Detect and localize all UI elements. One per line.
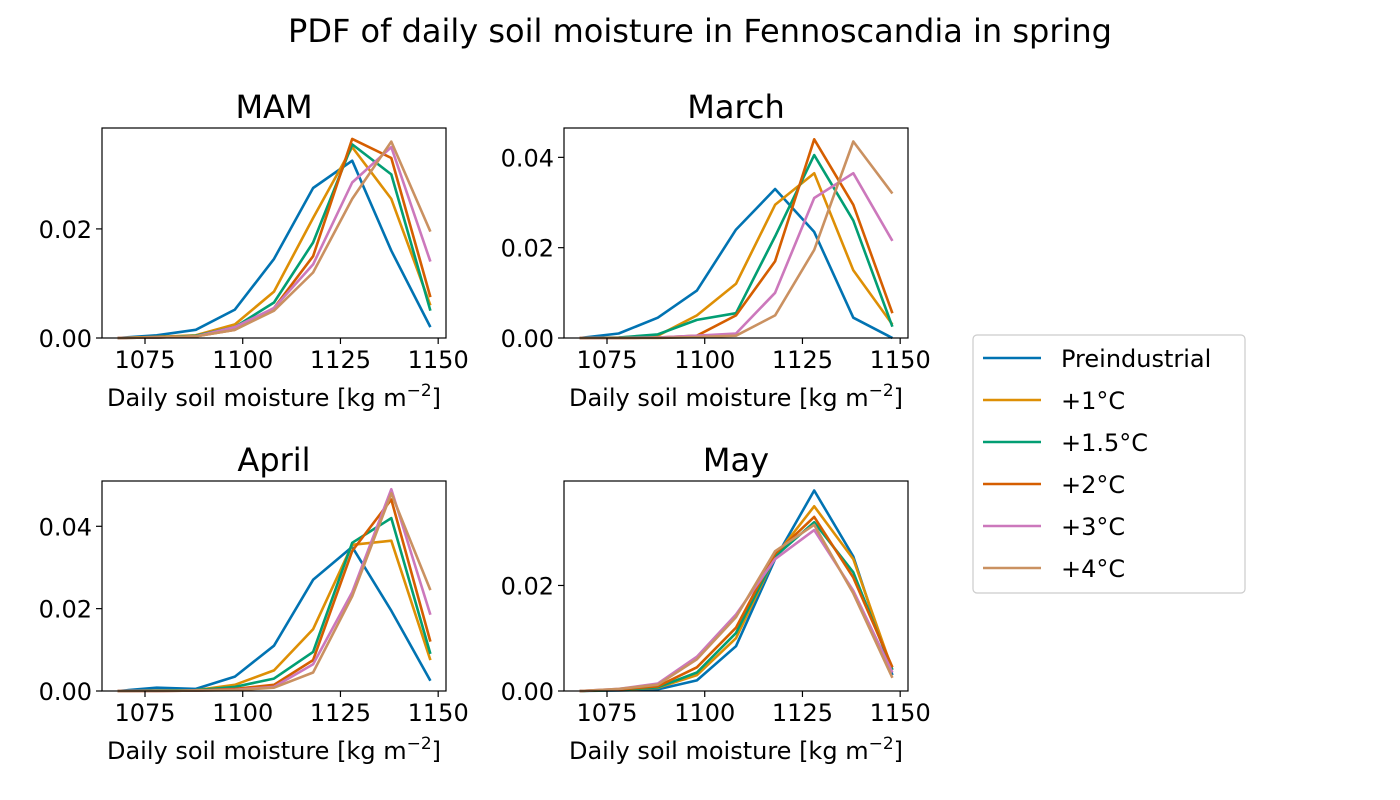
- x-axis-label: Daily soil moisture [kg m−2]: [107, 381, 441, 412]
- y-tick-label: 0.00: [39, 678, 92, 706]
- y-tick-label: 0.02: [39, 216, 92, 244]
- panel-title: March: [687, 88, 785, 126]
- series-line-1: [580, 506, 893, 691]
- series-line-3: [580, 139, 893, 338]
- series-line-3: [118, 500, 431, 692]
- x-tick-label: 1150: [408, 699, 469, 727]
- x-tick-label: 1075: [114, 346, 175, 374]
- panel-title: MAM: [235, 88, 312, 126]
- series-line-2: [580, 155, 893, 338]
- x-tick-label: 1125: [772, 346, 833, 374]
- y-tick-label: 0.00: [501, 325, 554, 353]
- series-line-4: [118, 489, 431, 691]
- x-tick-label: 1125: [310, 699, 371, 727]
- panel-title: May: [703, 441, 769, 479]
- x-axis-label: Daily soil moisture [kg m−2]: [569, 734, 903, 765]
- series-line-1: [118, 541, 431, 691]
- panel-title: April: [237, 441, 310, 479]
- panel-1: March 1075 1100 1125 1150 0.00 0.02 0.04 Daily s…: [501, 88, 931, 412]
- legend-label: +2°C: [1061, 471, 1125, 499]
- x-axis-label: Daily soil moisture [kg m−2]: [107, 734, 441, 765]
- y-tick-label: 0.04: [39, 513, 92, 541]
- series-line-2: [118, 518, 431, 691]
- x-tick-label: 1100: [674, 699, 735, 727]
- legend-label: +4°C: [1061, 555, 1125, 583]
- x-tick-label: 1150: [870, 699, 931, 727]
- y-tick-label: 0.00: [501, 678, 554, 706]
- y-tick-label: 0.04: [501, 144, 554, 172]
- panel-2: April 1075 1100 1125 1150 0.00 0.02 0.04 Daily s…: [39, 441, 469, 765]
- y-tick-label: 0.00: [39, 325, 92, 353]
- y-tick-label: 0.02: [501, 572, 554, 600]
- x-tick-label: 1100: [212, 346, 273, 374]
- x-tick-label: 1125: [310, 346, 371, 374]
- y-tick-label: 0.02: [501, 235, 554, 263]
- x-tick-label: 1075: [576, 346, 637, 374]
- panels: MAM 1075 1100 1125 1150 0.00 0.02 Daily soil mo…: [39, 88, 931, 765]
- x-tick-label: 1075: [114, 699, 175, 727]
- y-tick-label: 0.02: [39, 596, 92, 624]
- x-axis-label: Daily soil moisture [kg m−2]: [569, 381, 903, 412]
- legend-label: +1°C: [1061, 387, 1125, 415]
- legend: Preindustrial +1°C +1.5°C +2°C +3°C +4°C: [973, 335, 1245, 593]
- series-line-4: [580, 530, 893, 691]
- figure-title: PDF of daily soil moisture in Fennoscand…: [288, 12, 1112, 50]
- panel-3: May 1075 1100 1125 1150 0.00 0.02 Daily soil mo…: [501, 441, 931, 765]
- legend-label: +3°C: [1061, 513, 1125, 541]
- panel-0: MAM 1075 1100 1125 1150 0.00 0.02 Daily soil mo…: [39, 88, 469, 412]
- x-tick-label: 1075: [576, 699, 637, 727]
- x-tick-label: 1125: [772, 699, 833, 727]
- legend-label: Preindustrial: [1061, 345, 1211, 373]
- x-tick-label: 1150: [870, 346, 931, 374]
- series-line-0: [580, 491, 893, 692]
- legend-label: +1.5°C: [1061, 429, 1148, 457]
- x-tick-label: 1100: [212, 699, 273, 727]
- x-tick-label: 1100: [674, 346, 735, 374]
- series-line-5: [580, 142, 893, 339]
- axes-frame: [564, 128, 908, 338]
- x-tick-label: 1150: [408, 346, 469, 374]
